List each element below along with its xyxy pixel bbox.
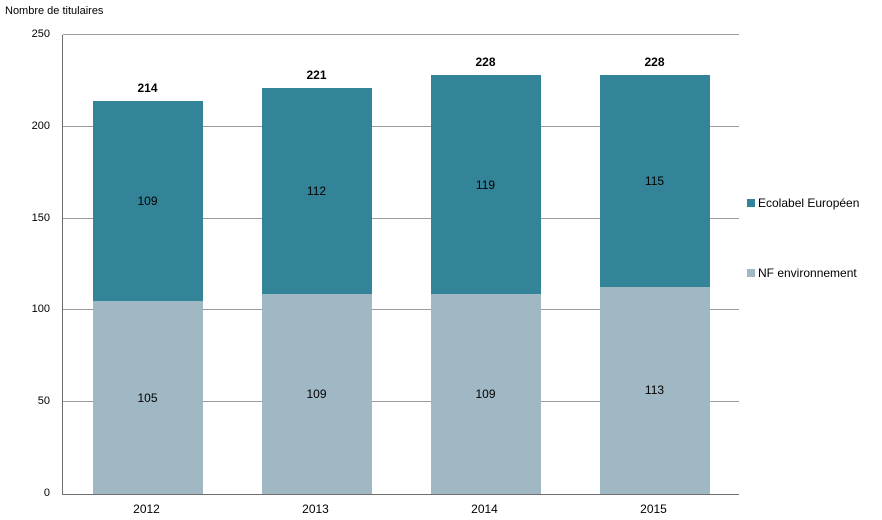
bar-segment-label: 119 [475, 177, 496, 192]
legend-swatch-nf-icon [747, 269, 755, 277]
bar-total-label: 221 [306, 68, 327, 83]
bar-total-label: 214 [137, 81, 158, 96]
gridline [63, 34, 739, 35]
bar-segment-nf: 113 [599, 286, 710, 494]
bar-segment-nf: 105 [92, 301, 203, 494]
bar-segment-nf: 109 [430, 293, 541, 494]
y-tick-label: 0 [43, 487, 50, 499]
bar-segment-label: 105 [137, 390, 158, 405]
y-tick-label: 250 [31, 28, 50, 40]
plot-area: 105 109 214 109 112 221 109 119 228 113 115 228 [62, 34, 739, 495]
x-tick-label: 2014 [471, 502, 498, 516]
chart-title: Nombre de titulaires [5, 5, 104, 17]
gridline [63, 125, 739, 127]
bar-segment-ecolabel: 112 [261, 88, 372, 294]
gridline [63, 309, 739, 311]
bar-segment-label: 109 [137, 194, 158, 209]
gridline [63, 217, 739, 219]
y-tick-label: 50 [37, 395, 50, 408]
bar-total-label: 228 [475, 55, 496, 70]
bar-segment-nf: 109 [261, 293, 372, 494]
bar-segment-label: 115 [644, 173, 665, 188]
y-tick-label: 200 [31, 119, 50, 132]
bar-segment-ecolabel: 119 [430, 75, 541, 294]
x-tick-label: 2013 [302, 502, 329, 516]
y-tick-label: 100 [31, 303, 50, 316]
bar-segment-ecolabel: 109 [92, 101, 203, 302]
y-tick-label: 150 [31, 211, 50, 224]
bar-segment-label: 109 [475, 386, 496, 401]
bar-segment-label: 109 [306, 386, 327, 401]
bar-total-label: 228 [644, 55, 665, 70]
legend-label-nf: NF environnement [758, 266, 857, 280]
bar-segment-label: 113 [644, 383, 665, 398]
bar-segment-label: 112 [306, 184, 327, 199]
gridline [63, 401, 739, 403]
legend-label-ecolabel: Ecolabel Européen [758, 196, 860, 210]
bar-segment-ecolabel: 115 [599, 75, 710, 287]
legend-item-nf: NF environnement [747, 266, 857, 280]
x-tick-label: 2015 [640, 502, 667, 516]
x-tick-label: 2012 [133, 502, 160, 516]
legend-item-ecolabel: Ecolabel Européen [747, 196, 859, 210]
legend-swatch-ecolabel-icon [747, 199, 755, 207]
